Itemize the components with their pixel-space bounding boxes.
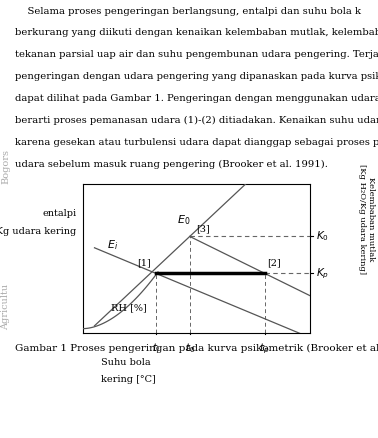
Text: karena gesekan atau turbulensi udara dapat dianggap sebagai proses pema: karena gesekan atau turbulensi udara dap…: [15, 138, 378, 147]
Text: $t_0$: $t_0$: [185, 341, 195, 355]
Text: [3]: [3]: [197, 225, 210, 233]
Text: [1]: [1]: [138, 258, 151, 268]
Text: Kelembaban mutlak
[Kg H₂O/Kg udara kering]: Kelembaban mutlak [Kg H₂O/Kg udara kerin…: [358, 164, 375, 274]
Text: udara sebelum masuk ruang pengering (Brooker et al. 1991).: udara sebelum masuk ruang pengering (Bro…: [15, 160, 328, 169]
Text: $E_0$: $E_0$: [177, 213, 191, 226]
Text: $K_0$: $K_0$: [316, 230, 328, 244]
Text: pengeringan dengan udara pengering yang dipanaskan pada kurva psikon: pengeringan dengan udara pengering yang …: [15, 72, 378, 81]
Text: tekanan parsial uap air dan suhu pengembunan udara pengering. Terjadinya p: tekanan parsial uap air dan suhu pengemb…: [15, 50, 378, 60]
Text: $t_p$: $t_p$: [259, 341, 270, 356]
Text: $K_p$: $K_p$: [316, 266, 329, 280]
Text: RH [%]: RH [%]: [111, 303, 146, 312]
Text: $E_i$: $E_i$: [107, 238, 118, 252]
Text: KJ/Kg udara kering: KJ/Kg udara kering: [0, 227, 76, 236]
Text: berkurang yang diikuti dengan kenaikan kelembaban mutlak, kelembaban: berkurang yang diikuti dengan kenaikan k…: [15, 28, 378, 38]
Text: $t_i$: $t_i$: [152, 341, 160, 355]
Text: entalpi: entalpi: [42, 209, 76, 218]
Text: kering [°C]: kering [°C]: [101, 374, 156, 384]
Text: Selama proses pengeringan berlangsung, entalpi dan suhu bola k: Selama proses pengeringan berlangsung, e…: [15, 7, 361, 16]
Text: Gambar 1 Proses pengeringan pada kurva psikometrik (Brooker et al. 199: Gambar 1 Proses pengeringan pada kurva p…: [15, 344, 378, 353]
Text: [2]: [2]: [267, 258, 280, 268]
Text: Bogors: Bogors: [1, 149, 10, 184]
Text: Agricultu: Agricultu: [1, 283, 10, 330]
Text: dapat dilihat pada Gambar 1. Pengeringan dengan menggunakan udara: dapat dilihat pada Gambar 1. Pengeringan…: [15, 94, 378, 103]
Text: berarti proses pemanasan udara (1)-(2) ditiadakan. Kenaikan suhu udara: berarti proses pemanasan udara (1)-(2) d…: [15, 116, 378, 125]
Text: Suhu bola: Suhu bola: [101, 358, 151, 367]
